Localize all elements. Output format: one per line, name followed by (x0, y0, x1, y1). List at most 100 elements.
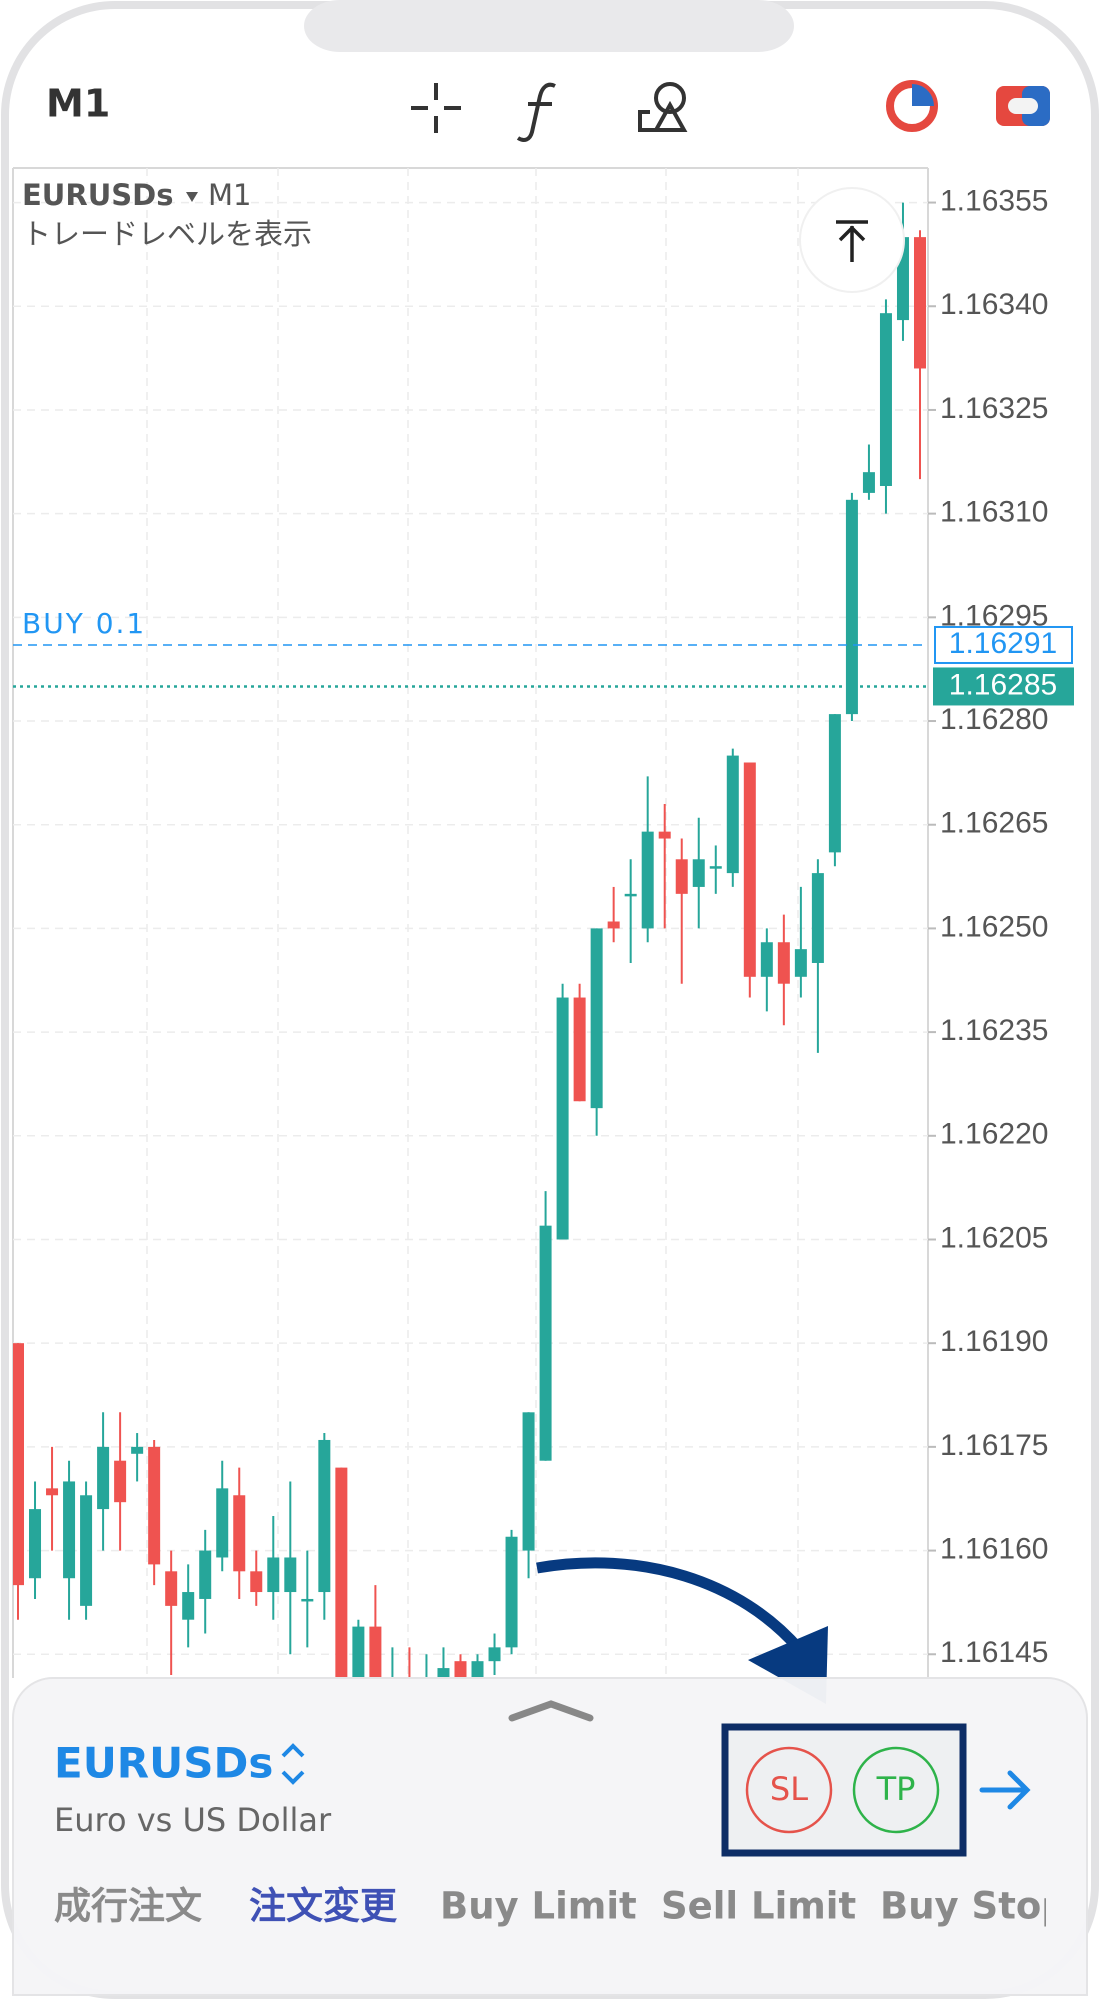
tab-active[interactable]: 注文変更 (249, 1885, 398, 1928)
tab[interactable]: 成行注文 (54, 1885, 202, 1928)
candle-body (250, 1571, 263, 1593)
y-tick-label: 1.16310 (940, 496, 1048, 529)
candle-body (505, 1536, 518, 1648)
candle-body (29, 1509, 42, 1579)
candle-body (148, 1446, 161, 1565)
trade-icon[interactable] (996, 86, 1050, 126)
candle-body (471, 1661, 484, 1678)
current-price-label: 1.16285 (949, 668, 1057, 701)
candle-body (267, 1557, 280, 1593)
notch (304, 0, 794, 52)
panel-symbol[interactable]: EURUSDs (54, 1739, 273, 1788)
candle-body (522, 1412, 535, 1551)
y-tick-label: 1.16205 (940, 1221, 1048, 1254)
candle-body (879, 313, 892, 486)
scroll-top-icon (836, 220, 868, 262)
callout-arrow (536, 1557, 805, 1654)
y-tick-label: 1.16250 (940, 910, 1048, 943)
y-tick-label: 1.16340 (940, 288, 1048, 321)
candle-body (437, 1668, 450, 1678)
chart-timeframe: M1 (208, 178, 251, 212)
panel-handle[interactable] (508, 1700, 594, 1722)
candle-body (675, 859, 688, 894)
crosshair-icon[interactable] (411, 83, 461, 133)
trade-level-box (934, 625, 1073, 664)
candle-body (743, 762, 756, 977)
sl-label: SL (770, 1770, 808, 1808)
candle-body (573, 997, 586, 1102)
y-tick-label: 1.16145 (940, 1636, 1048, 1669)
candle-body (709, 866, 722, 869)
y-tick-label: 1.16160 (940, 1532, 1048, 1565)
trade-level-label: BUY 0.1 (22, 607, 146, 640)
candle-body (811, 873, 824, 963)
dropdown-icon (186, 192, 198, 202)
objects-icon[interactable] (638, 82, 688, 132)
candle-body (488, 1647, 501, 1662)
candle-body (726, 755, 739, 874)
y-tick-label: 1.16175 (940, 1429, 1048, 1462)
y-tick-label: 1.16355 (940, 184, 1048, 217)
candle-body (233, 1495, 246, 1572)
candle-body (46, 1488, 59, 1496)
y-tick-label: 1.16190 (940, 1325, 1048, 1358)
candle-body (199, 1550, 212, 1599)
y-tick-label: 1.16280 (940, 703, 1048, 736)
candle-body (777, 942, 790, 984)
y-tick-label: 1.16235 (940, 1014, 1048, 1047)
candle-body (284, 1557, 297, 1593)
candle-body (335, 1467, 348, 1678)
candle-body (794, 949, 807, 977)
candle-body (131, 1446, 144, 1454)
account-icon[interactable] (886, 80, 938, 132)
candle-body (369, 1626, 382, 1678)
sl-button[interactable] (745, 1746, 833, 1834)
candle-body (182, 1592, 195, 1620)
y-tick-label: 1.16265 (940, 807, 1048, 840)
candle-body (63, 1481, 76, 1579)
candle-body (97, 1446, 110, 1510)
candle-body (624, 893, 637, 897)
candle-body (165, 1571, 178, 1606)
highlight-box (721, 1723, 967, 1857)
candle-body (692, 859, 705, 887)
y-tick-label: 1.16220 (940, 1118, 1048, 1151)
tp-label: TP (876, 1770, 916, 1808)
candle-body (539, 1225, 552, 1461)
candle-body (914, 237, 926, 369)
grid: 1.163551.163401.163251.163101.162951.162… (13, 184, 1048, 1669)
candle-body (352, 1626, 365, 1678)
tabs: 成行注文 注文変更 Buy Limit Sell Limit Buy Stop (54, 1885, 1068, 1928)
candle-body (114, 1460, 127, 1503)
overlay: BUY 0.1 1.16291 1.16285 (13, 607, 1074, 706)
chart-symbol: EURUSDs (22, 178, 173, 212)
chart-subtitle: トレードレベルを表示 (22, 217, 312, 251)
candle-body (13, 1343, 24, 1586)
candle-body (760, 942, 773, 977)
symbol-switch-icon[interactable] (281, 1743, 305, 1785)
panel-description: Euro vs US Dollar (54, 1801, 332, 1839)
trade-level-price: 1.16291 (949, 627, 1057, 660)
timeframe-button[interactable]: M1 (46, 82, 110, 126)
candle-body (590, 928, 603, 1109)
tab[interactable]: Buy Limit (440, 1885, 637, 1928)
candle-body (318, 1439, 331, 1593)
y-tick-label: 1.16325 (940, 392, 1048, 425)
candle-body (216, 1488, 229, 1558)
candle-body (80, 1495, 93, 1606)
indicator-icon[interactable] (516, 82, 556, 142)
candle-body (845, 499, 858, 715)
candle-body (862, 472, 875, 493)
candle-body (607, 921, 620, 929)
candle-body (556, 997, 569, 1240)
tab[interactable]: Sell Limit (661, 1885, 856, 1928)
candle-body (454, 1661, 467, 1678)
tp-button[interactable] (852, 1746, 940, 1834)
current-price-box (933, 667, 1074, 706)
tab[interactable]: Buy Stop (880, 1885, 1068, 1928)
next-arrow[interactable] (979, 1770, 1031, 1810)
plot-area (13, 202, 926, 1678)
candle-body (828, 714, 841, 853)
